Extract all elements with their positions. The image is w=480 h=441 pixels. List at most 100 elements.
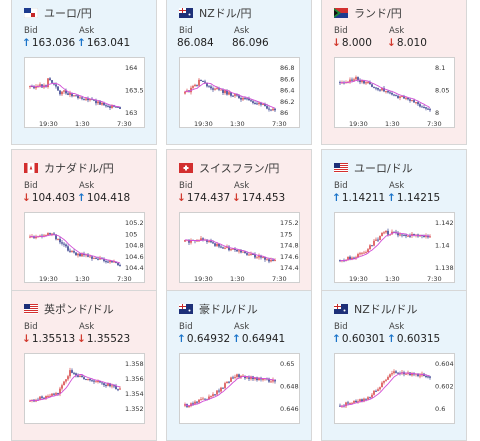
- arrow-up-icon: ↑: [77, 192, 86, 204]
- candle-body: [67, 93, 69, 95]
- candle-body: [194, 401, 196, 404]
- candle-body: [389, 92, 391, 94]
- candle-body: [49, 395, 51, 397]
- rate-card-gbpusd[interactable]: 英ポンド/ドル Bid Ask ↓1.35513 ↓1.35523 1.358 1.356 1…: [11, 290, 157, 441]
- candle-body: [363, 80, 365, 84]
- arrow-down-icon: ↓: [232, 192, 241, 204]
- ask-label: Ask: [79, 26, 95, 36]
- x-tick-label: 1:30: [230, 275, 245, 283]
- candle-body: [427, 235, 429, 238]
- rate-card-chfjpy[interactable]: スイスフラン/円 Bid Ask ↓174.437 ↓174.453 175.2 175 17…: [166, 149, 312, 300]
- moving-average-line: [184, 375, 276, 407]
- candle-body: [240, 98, 242, 100]
- currency-pair-title[interactable]: スイスフラン/円: [179, 161, 279, 175]
- candle-body: [55, 84, 57, 87]
- ask-price: ↑104.418: [77, 192, 130, 204]
- x-tick-label: 7:30: [427, 275, 442, 283]
- candle-body: [274, 379, 276, 382]
- rate-card-cadjpy[interactable]: カナダドル/円 Bid Ask ↓104.403 ↑104.418 105.2 105 104…: [11, 149, 157, 300]
- candle-body: [35, 86, 37, 89]
- candle-body: [63, 90, 65, 92]
- rate-card-eurusd[interactable]: ユーロ/ドル Bid Ask ↑1.14211 ↑1.14215 1.142 1.14 1.1…: [321, 149, 467, 300]
- price-chart[interactable]: 175.2 175 174.8 174.6 174.4 19:30 1:30 7:30: [179, 212, 300, 283]
- candle-body: [387, 377, 389, 380]
- x-tick-label: 7:30: [427, 120, 442, 128]
- candle-body: [244, 251, 246, 254]
- y-tick-label: 174.8: [280, 242, 299, 250]
- candle-body: [377, 239, 379, 241]
- currency-pair-title[interactable]: ユーロ/円: [24, 6, 92, 20]
- ask-label: Ask: [79, 322, 95, 332]
- candle-body: [407, 97, 409, 100]
- price-chart[interactable]: 1.142 1.14 1.138 19:30 1:30 7:30: [334, 212, 455, 283]
- ask-price: ↑163.041: [77, 37, 130, 49]
- candle-body: [425, 235, 427, 237]
- candle-body: [369, 397, 371, 399]
- y-tick-label: 1.354: [125, 390, 144, 398]
- candle-body: [222, 247, 224, 249]
- candle-body: [357, 77, 359, 81]
- price-chart[interactable]: 164 163.5 163 19:30 1:30 7:30: [24, 57, 145, 128]
- candle-body: [206, 82, 208, 87]
- candle-body: [270, 381, 272, 383]
- candle-body: [77, 375, 79, 377]
- y-tick-label: 163.5: [125, 87, 144, 95]
- candle-body: [403, 235, 405, 237]
- rate-card-zarjpy[interactable]: ランド/円 Bid Ask ↓8.000 ↓8.010 8.1 8.05 8 19:30 1:30…: [321, 0, 467, 145]
- candle-body: [417, 102, 419, 105]
- arrow-up-icon: ↑: [177, 333, 186, 345]
- rate-card-audusd[interactable]: 豪ドル/ドル Bid Ask ↑0.64932 ↑0.64941 0.65 0.648 0.6…: [166, 290, 312, 441]
- currency-pair-title[interactable]: 豪ドル/ドル: [179, 302, 258, 316]
- bid-value: 174.437: [186, 192, 231, 204]
- x-tick-label: 19:30: [194, 120, 213, 128]
- candle-body: [91, 380, 93, 382]
- candlestick-chart: 0.65 0.648 0.646: [184, 360, 299, 413]
- candle-body: [347, 256, 349, 261]
- candle-body: [103, 259, 105, 262]
- y-tick-label: 1.352: [125, 405, 144, 413]
- candle-body: [359, 253, 361, 255]
- candle-body: [117, 389, 119, 391]
- price-chart[interactable]: 1.358 1.356 1.354 1.352: [24, 353, 145, 424]
- price-chart[interactable]: 8.1 8.05 8 19:30 1:30 7:30: [334, 57, 455, 128]
- price-chart[interactable]: 0.65 0.648 0.646: [179, 353, 300, 424]
- bid-price: ↓104.403: [22, 192, 75, 204]
- bid-price: ↑0.60301: [332, 333, 385, 345]
- candle-body: [375, 87, 377, 89]
- price-chart[interactable]: 0.604 0.602 0.6: [334, 353, 455, 424]
- candle-body: [359, 80, 361, 83]
- candle-body: [105, 105, 107, 107]
- candle-body: [236, 374, 238, 377]
- candle-body: [270, 109, 272, 111]
- rate-card-nzdjpy[interactable]: NZドル/円 Bid Ask 86.084 86.096 86.8 86.6 86.4 86.2…: [166, 0, 312, 145]
- candle-body: [419, 375, 421, 377]
- price-chart[interactable]: 105.2 105 104.8 104.6 104.4 19:30 1:30 7:30: [24, 212, 145, 283]
- rate-card-nzdusd[interactable]: NZドル/ドル Bid Ask ↑0.60301 ↑0.60315 0.604 0.602 0…: [321, 290, 467, 441]
- candle-body: [31, 86, 33, 88]
- candle-body: [254, 254, 256, 258]
- currency-pair-title[interactable]: NZドル/ドル: [334, 302, 417, 316]
- candle-body: [212, 394, 214, 397]
- candle-body: [403, 96, 405, 99]
- currency-pair-title[interactable]: カナダドル/円: [24, 161, 114, 175]
- moving-average-line: [339, 372, 431, 408]
- candle-body: [369, 245, 371, 250]
- bid-label: Bid: [179, 26, 193, 36]
- y-tick-label: 104.6: [125, 253, 144, 261]
- currency-pair-title[interactable]: 英ポンド/ドル: [24, 302, 114, 316]
- currency-pair-title[interactable]: NZドル/円: [179, 6, 251, 20]
- y-tick-label: 163: [125, 109, 137, 117]
- price-chart[interactable]: 86.8 86.6 86.4 86.2 86 19:30 1:30 7:30: [179, 57, 300, 128]
- rate-card-eurjpy[interactable]: ユーロ/円 Bid Ask ↑163.036 ↑163.041 164 163.5 163 19…: [11, 0, 157, 145]
- bid-label: Bid: [179, 181, 193, 191]
- ask-value: 163.041: [86, 37, 131, 49]
- candle-body: [365, 398, 367, 400]
- currency-pair-title[interactable]: ランド/円: [334, 6, 402, 20]
- candle-body: [415, 102, 417, 104]
- candle-body: [216, 390, 218, 395]
- bid-value: 8.000: [341, 37, 372, 49]
- candle-body: [391, 92, 393, 95]
- candle-body: [67, 246, 69, 251]
- currency-pair-title[interactable]: ユーロ/ドル: [334, 161, 413, 175]
- candle-body: [383, 232, 385, 234]
